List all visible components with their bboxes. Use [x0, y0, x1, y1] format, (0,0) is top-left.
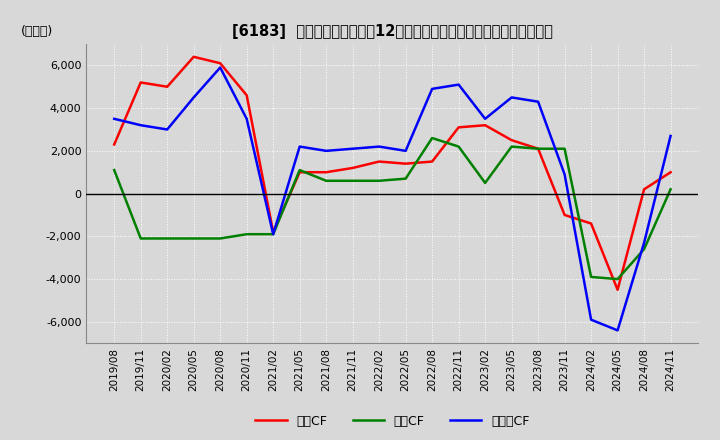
投資CF [428, 136, 436, 141]
フリーCF [189, 95, 198, 100]
投資CF [508, 144, 516, 149]
投資CF [613, 276, 622, 282]
フリーCF [481, 116, 490, 121]
営業CF [428, 159, 436, 164]
投資CF [189, 236, 198, 241]
フリーCF [110, 116, 119, 121]
営業CF [295, 169, 304, 175]
フリーCF [508, 95, 516, 100]
フリーCF [163, 127, 171, 132]
投資CF [348, 178, 357, 183]
投資CF [401, 176, 410, 181]
営業CF [243, 93, 251, 98]
フリーCF [136, 123, 145, 128]
Y-axis label: (百万円): (百万円) [22, 25, 53, 38]
営業CF [375, 159, 384, 164]
Line: 営業CF: 営業CF [114, 57, 670, 290]
フリーCF [666, 133, 675, 139]
営業CF [454, 125, 463, 130]
営業CF [534, 146, 542, 151]
営業CF [613, 287, 622, 293]
営業CF [508, 138, 516, 143]
投資CF [295, 168, 304, 173]
投資CF [163, 236, 171, 241]
投資CF [454, 144, 463, 149]
営業CF [481, 123, 490, 128]
営業CF [640, 187, 649, 192]
営業CF [401, 161, 410, 166]
営業CF [560, 213, 569, 218]
フリーCF [348, 146, 357, 151]
フリーCF [243, 116, 251, 121]
投資CF [587, 274, 595, 279]
Line: 投資CF: 投資CF [114, 138, 670, 279]
営業CF [163, 84, 171, 89]
営業CF [189, 54, 198, 59]
投資CF [243, 231, 251, 237]
営業CF [269, 229, 277, 235]
投資CF [640, 246, 649, 252]
フリーCF [269, 231, 277, 237]
フリーCF [454, 82, 463, 87]
営業CF [666, 169, 675, 175]
Title: [6183]  キャッシュフローの12か月移動合計の対前年同期増減額の推移: [6183] キャッシュフローの12か月移動合計の対前年同期増減額の推移 [232, 24, 553, 39]
投資CF [216, 236, 225, 241]
営業CF [216, 61, 225, 66]
営業CF [322, 169, 330, 175]
フリーCF [322, 148, 330, 154]
投資CF [534, 146, 542, 151]
フリーCF [375, 144, 384, 149]
フリーCF [534, 99, 542, 104]
営業CF [110, 142, 119, 147]
営業CF [348, 165, 357, 171]
投資CF [560, 146, 569, 151]
Legend: 営業CF, 投資CF, フリーCF: 営業CF, 投資CF, フリーCF [251, 410, 534, 433]
投資CF [269, 231, 277, 237]
投資CF [666, 187, 675, 192]
フリーCF [560, 172, 569, 177]
営業CF [587, 221, 595, 226]
投資CF [481, 180, 490, 186]
投資CF [110, 168, 119, 173]
フリーCF [295, 144, 304, 149]
投資CF [375, 178, 384, 183]
フリーCF [428, 86, 436, 92]
営業CF [136, 80, 145, 85]
投資CF [136, 236, 145, 241]
投資CF [322, 178, 330, 183]
フリーCF [640, 240, 649, 246]
フリーCF [216, 65, 225, 70]
Line: フリーCF: フリーCF [114, 67, 670, 330]
フリーCF [613, 328, 622, 333]
フリーCF [401, 148, 410, 154]
フリーCF [587, 317, 595, 323]
